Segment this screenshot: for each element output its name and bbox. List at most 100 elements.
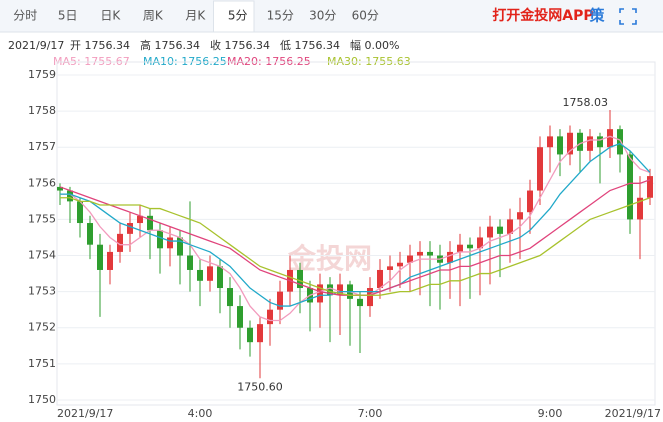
ma-line: [60, 197, 651, 296]
y-tick-label: 1750: [28, 393, 56, 406]
candle-body: [607, 129, 613, 148]
candle-body: [137, 215, 143, 224]
candle-body: [577, 132, 583, 151]
info-date: 2021/9/17: [8, 39, 64, 52]
y-tick-label: 1754: [28, 249, 56, 262]
ma-line: [60, 142, 651, 307]
candle-body: [207, 266, 213, 281]
candle-body: [317, 284, 323, 303]
candle-body: [147, 215, 153, 231]
tab[interactable]: 5日: [58, 9, 78, 23]
candle-body: [547, 136, 553, 148]
candle-body: [247, 327, 253, 343]
candle-body: [57, 186, 63, 191]
candle-body: [447, 251, 453, 263]
candle-body: [297, 269, 303, 289]
candle-body: [587, 136, 593, 151]
y-tick-label: 1757: [28, 140, 56, 153]
y-tick-label: 1752: [28, 321, 56, 334]
active-tab-bg: [213, 0, 255, 33]
candle-body: [567, 132, 573, 155]
candle-body: [557, 136, 563, 155]
plot-frame: [56, 61, 656, 406]
strategy-button[interactable]: 策: [588, 7, 605, 25]
candle-body: [327, 284, 333, 296]
info-item: 低 1756.34: [280, 39, 340, 52]
candle-body: [647, 176, 653, 198]
candle-body: [417, 251, 423, 256]
candle-body: [187, 255, 193, 270]
candle-body: [617, 129, 623, 155]
candle-body: [397, 262, 403, 267]
candle-body: [637, 197, 643, 220]
candle-body: [177, 237, 183, 256]
candle-body: [527, 190, 533, 213]
candle-body: [97, 244, 103, 270]
candle-body: [517, 212, 523, 220]
y-tick-label: 1759: [28, 68, 56, 81]
candle-body: [127, 223, 133, 234]
candle-body: [487, 226, 493, 238]
candle-body: [367, 288, 373, 307]
candle-body: [77, 201, 83, 224]
tab[interactable]: 分时: [13, 9, 37, 23]
candle-body: [497, 226, 503, 234]
tab[interactable]: 5分: [228, 9, 248, 23]
info-item: 开 1756.34: [70, 39, 130, 52]
candle-body: [117, 233, 123, 252]
x-tick-label: 2021/9/17: [605, 407, 661, 420]
tab[interactable]: 周K: [143, 9, 164, 23]
x-tick-label: 2021/9/17: [57, 407, 113, 420]
y-tick-label: 1751: [28, 357, 56, 370]
candle-body: [237, 306, 243, 328]
fullscreen-icon[interactable]: [619, 8, 637, 25]
candle-body: [377, 269, 383, 289]
candle-body: [167, 237, 173, 249]
x-tick-label: 4:00: [188, 407, 213, 420]
candle-body: [107, 251, 113, 270]
candle-body: [477, 237, 483, 249]
info-item: 收 1756.34: [210, 38, 270, 52]
candle-body: [267, 309, 273, 325]
watermark: 金投网: [287, 242, 372, 275]
candle-body: [407, 255, 413, 263]
ma-line: [60, 135, 651, 322]
annotation: 1750.60: [237, 380, 283, 393]
candle-body: [87, 223, 93, 245]
candle-body: [357, 298, 363, 307]
candle-body: [387, 266, 393, 270]
tab[interactable]: 30分: [309, 9, 336, 23]
candle-body: [457, 244, 463, 252]
candle-body: [277, 291, 283, 310]
x-tick-label: 9:00: [538, 407, 563, 420]
candle-body: [337, 284, 343, 296]
candle-body: [507, 219, 513, 234]
candle-body: [427, 251, 433, 256]
y-tick-label: 1758: [28, 104, 56, 117]
tab[interactable]: 60分: [352, 9, 379, 23]
brand-link[interactable]: 打开金投网APP: [492, 7, 593, 24]
candle-body: [597, 136, 603, 148]
candle-body: [197, 269, 203, 281]
candle-body: [257, 324, 263, 343]
candle-body: [157, 230, 163, 249]
candle-body: [467, 244, 473, 249]
y-tick-label: 1756: [28, 176, 56, 189]
y-tick-label: 1755: [28, 212, 56, 225]
candle-body: [627, 154, 633, 220]
tab-bar: [0, 0, 663, 32]
candle-body: [67, 190, 73, 202]
x-tick-label: 7:00: [358, 407, 383, 420]
candle-body: [217, 266, 223, 289]
tab[interactable]: 15分: [267, 9, 294, 23]
ma-line: [59, 179, 651, 296]
candle-body: [537, 147, 543, 191]
tab[interactable]: 日K: [100, 9, 121, 23]
tab[interactable]: 月K: [185, 9, 206, 23]
candle-body: [227, 288, 233, 307]
info-item: 幅 0.00%: [350, 39, 399, 52]
y-tick-label: 1753: [28, 285, 56, 298]
info-item: 高 1756.34: [140, 38, 200, 52]
